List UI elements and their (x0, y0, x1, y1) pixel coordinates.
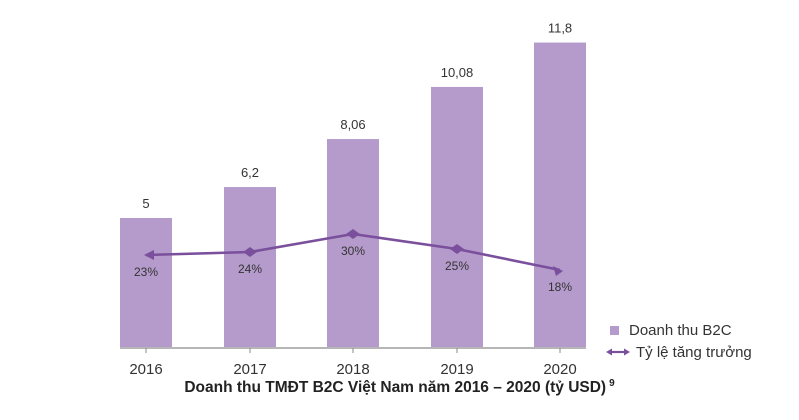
growth-rate-marker (553, 266, 563, 276)
bar-2018 (327, 139, 379, 347)
bar-value-label: 8,06 (340, 117, 365, 132)
growth-rate-label: 30% (341, 244, 365, 258)
growth-rate-marker (243, 247, 257, 257)
growth-rate-label: 24% (238, 262, 262, 276)
growth-rate-label: 25% (445, 259, 469, 273)
legend-bar-swatch (610, 325, 619, 335)
growth-rate-marker (346, 229, 360, 239)
x-tick-label: 2016 (129, 361, 162, 378)
growth-rate-marker (450, 244, 464, 254)
x-tick-label: 2017 (233, 361, 266, 378)
legend-line-symbol (606, 348, 630, 356)
x-tick-label: 2018 (336, 361, 369, 378)
legend-item-line: Tỷ lệ tăng trưởng (606, 341, 752, 363)
legend-bar-label: Doanh thu B2C (629, 321, 732, 339)
bar-value-label: 10,08 (441, 65, 474, 80)
growth-rate-label: 18% (548, 280, 572, 294)
x-tick-label: 2019 (440, 361, 473, 378)
bar-2016 (120, 218, 172, 347)
bar-value-label: 5 (142, 196, 149, 211)
bar-value-label: 6,2 (241, 165, 259, 180)
bar-2017 (224, 187, 276, 347)
chart-title: Doanh thu TMĐT B2C Việt Nam năm 2016 – 2… (0, 378, 799, 397)
bar-2020 (534, 42, 586, 348)
legend-line-label: Tỷ lệ tăng trưởng (636, 343, 752, 361)
growth-rate-marker (144, 250, 154, 260)
chart-title-footnote: 9 (609, 378, 615, 389)
bar-value-label: 11,8 (548, 21, 572, 36)
legend: Doanh thu B2C Tỷ lệ tăng trưởng (606, 319, 752, 363)
x-tick-label: 2020 (543, 361, 576, 378)
chart-title-text: Doanh thu TMĐT B2C Việt Nam năm 2016 – 2… (184, 379, 607, 397)
growth-rate-label: 23% (134, 265, 158, 279)
bar-2019 (431, 86, 483, 347)
legend-item-bars: Doanh thu B2C (606, 319, 752, 341)
